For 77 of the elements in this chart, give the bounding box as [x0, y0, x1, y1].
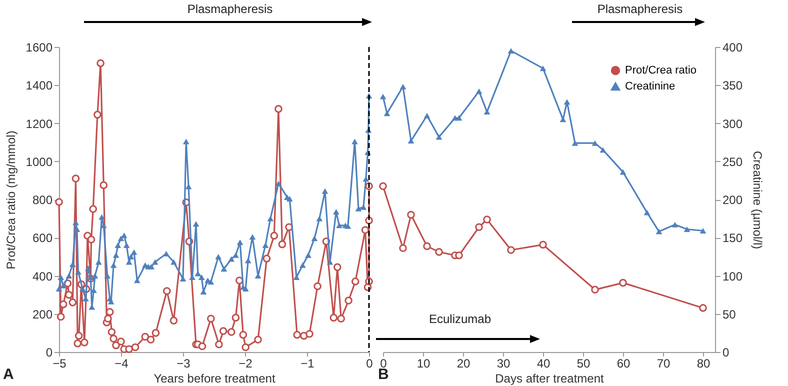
- x-axis-title: Days after treatment: [495, 372, 605, 386]
- point: [620, 169, 626, 175]
- point: [600, 147, 606, 153]
- point: [591, 286, 599, 294]
- x-axis-title: Years before treatment: [154, 372, 276, 386]
- y-axis-title: Prot/Crea ratio (mg/mmol): [4, 130, 18, 270]
- point: [564, 99, 570, 105]
- y-tick-label: 1600: [26, 40, 53, 54]
- x-tick-label: −2: [238, 356, 253, 370]
- point: [476, 88, 482, 94]
- y2-tick-label: 250: [722, 154, 743, 169]
- point: [507, 246, 515, 254]
- y2-tick-label: 300: [722, 116, 743, 131]
- x-tick-label: −3: [176, 356, 191, 370]
- x-tick-label: 50: [576, 356, 590, 370]
- y-tick-label: 1400: [26, 78, 53, 93]
- text: Plasmapheresis: [187, 2, 273, 16]
- x-tick-label: −4: [114, 356, 129, 370]
- point: [399, 244, 407, 252]
- point: [483, 216, 491, 224]
- y-tick-label: 200: [32, 307, 53, 322]
- point: [435, 248, 443, 256]
- point: [656, 228, 662, 234]
- point: [380, 94, 386, 100]
- x-tick-label: 40: [536, 356, 550, 370]
- x-tick-label: 30: [496, 356, 510, 370]
- point: [508, 48, 514, 54]
- point: [408, 138, 414, 144]
- point: [619, 278, 627, 287]
- point: [539, 240, 547, 249]
- point: [475, 223, 483, 232]
- point: [384, 110, 390, 116]
- annotation: Eculizumab: [428, 312, 492, 326]
- y2-tick-label: 150: [722, 231, 743, 246]
- y-tick-label: 600: [32, 231, 53, 246]
- point: [436, 134, 442, 140]
- point: [456, 115, 462, 121]
- point: [455, 251, 463, 260]
- y2-tick-label: 50: [722, 307, 736, 322]
- y-tick-label: 1200: [26, 116, 53, 131]
- point: [379, 182, 387, 190]
- point: [592, 140, 598, 146]
- y2-axis-title: Creatinine (µmol/l): [750, 150, 765, 250]
- x-tick-label: 80: [696, 356, 710, 370]
- point: [484, 109, 490, 115]
- y2-tick-label: 350: [722, 78, 743, 93]
- text: A: [3, 366, 14, 383]
- x-tick-label: −1: [300, 356, 315, 370]
- point: [423, 242, 431, 250]
- legend-label: Creatinine: [625, 80, 676, 92]
- legend-label: Prot/Crea ratio: [625, 64, 697, 76]
- x-tick-label: 0: [366, 356, 374, 370]
- y2-tick-label: 400: [722, 40, 743, 54]
- y2-tick-label: 200: [722, 193, 743, 207]
- point: [400, 84, 406, 90]
- x-tick-label: −5: [52, 356, 67, 370]
- y2-tick-label: 0: [722, 346, 730, 360]
- point: [540, 66, 546, 72]
- point: [424, 112, 430, 118]
- y-tick-label: 800: [32, 193, 53, 207]
- point: [699, 304, 707, 312]
- x-tick-label: 20: [456, 356, 470, 370]
- text: B: [378, 366, 389, 383]
- y-tick-label: 400: [32, 269, 53, 284]
- point: [407, 210, 415, 219]
- y-tick-label: 1000: [26, 154, 53, 169]
- x-tick-label: 70: [656, 356, 670, 370]
- point: [672, 222, 678, 228]
- y-tick-label: 0: [46, 346, 53, 360]
- point: [644, 210, 650, 216]
- x-tick-label: 60: [616, 356, 630, 370]
- text: Plasmapheresis: [597, 2, 683, 16]
- point: [700, 228, 706, 234]
- point: [684, 226, 690, 232]
- point: [572, 140, 578, 146]
- y2-tick-label: 100: [722, 269, 743, 284]
- x-tick-label: 10: [416, 356, 430, 370]
